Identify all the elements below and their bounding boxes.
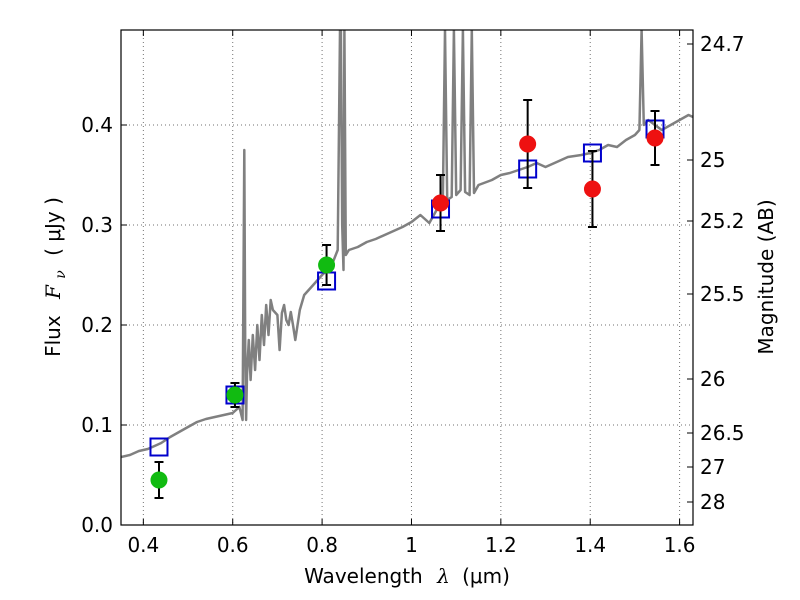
observed-photometry-point	[646, 129, 664, 147]
observed-photometry-point	[519, 135, 537, 153]
y-tick-label: 0.2	[81, 313, 113, 337]
y2-tick-label: 25	[700, 148, 725, 172]
y2-tick-label: 28	[700, 490, 725, 514]
x-tick-label: 0.4	[127, 533, 159, 557]
observed-photometry-point	[150, 471, 168, 489]
x-axis: 0.4 0.6 0.8 1 1.2 1.4 1.6	[127, 30, 696, 557]
x-axis-unit: (μm)	[462, 564, 510, 588]
model-photometry-square	[149, 437, 169, 457]
y2-axis: 24.7 25 25.2 25.5 26 26.5 27 28	[687, 32, 745, 514]
y-axis-label: Flux	[41, 315, 65, 357]
x-axis-label: Wavelength	[304, 564, 423, 588]
y-tick-label: 0.1	[81, 413, 113, 437]
y2-tick-label: 26.5	[700, 421, 745, 445]
y-tick-label: 0.0	[81, 513, 113, 537]
y2-tick-label: 27	[700, 455, 725, 479]
y-axis-symbol: F	[41, 284, 65, 300]
y2-tick-label: 25.2	[700, 209, 745, 233]
spectrum-line	[121, 30, 693, 459]
observed-photometry-point	[318, 256, 336, 274]
y-axis-title: Flux F ν ( μJy )	[41, 197, 70, 357]
x-tick-label: 0.6	[217, 533, 249, 557]
y-tick-label: 0.3	[81, 213, 113, 237]
x-tick-label: 1	[405, 533, 418, 557]
x-tick-label: 0.8	[306, 533, 338, 557]
plot-frame	[120, 29, 694, 526]
y2-axis-title: Magnitude (AB)	[754, 199, 778, 354]
x-axis-title: Wavelength λ (μm)	[304, 564, 510, 588]
y-axis-subscript: ν	[53, 270, 69, 279]
x-tick-label: 1.4	[574, 533, 606, 557]
y-axis: 0.0 0.1 0.2 0.3 0.4	[81, 113, 127, 537]
y2-tick-label: 24.7	[700, 32, 745, 56]
y2-tick-label: 26	[700, 367, 725, 391]
marker-layer	[149, 99, 665, 499]
x-tick-label: 1.6	[664, 533, 696, 557]
y-axis-unit: ( μJy )	[41, 197, 65, 256]
y2-tick-label: 25.5	[700, 282, 745, 306]
spectrum-layer	[121, 30, 693, 459]
x-axis-symbol: λ	[436, 564, 450, 588]
observed-photometry-point	[226, 386, 244, 404]
observed-photometry-point	[432, 194, 450, 212]
grid-lines	[121, 30, 693, 526]
observed-photometry-point	[583, 180, 601, 198]
y-tick-label: 0.4	[81, 113, 113, 137]
x-tick-label: 1.2	[485, 533, 517, 557]
